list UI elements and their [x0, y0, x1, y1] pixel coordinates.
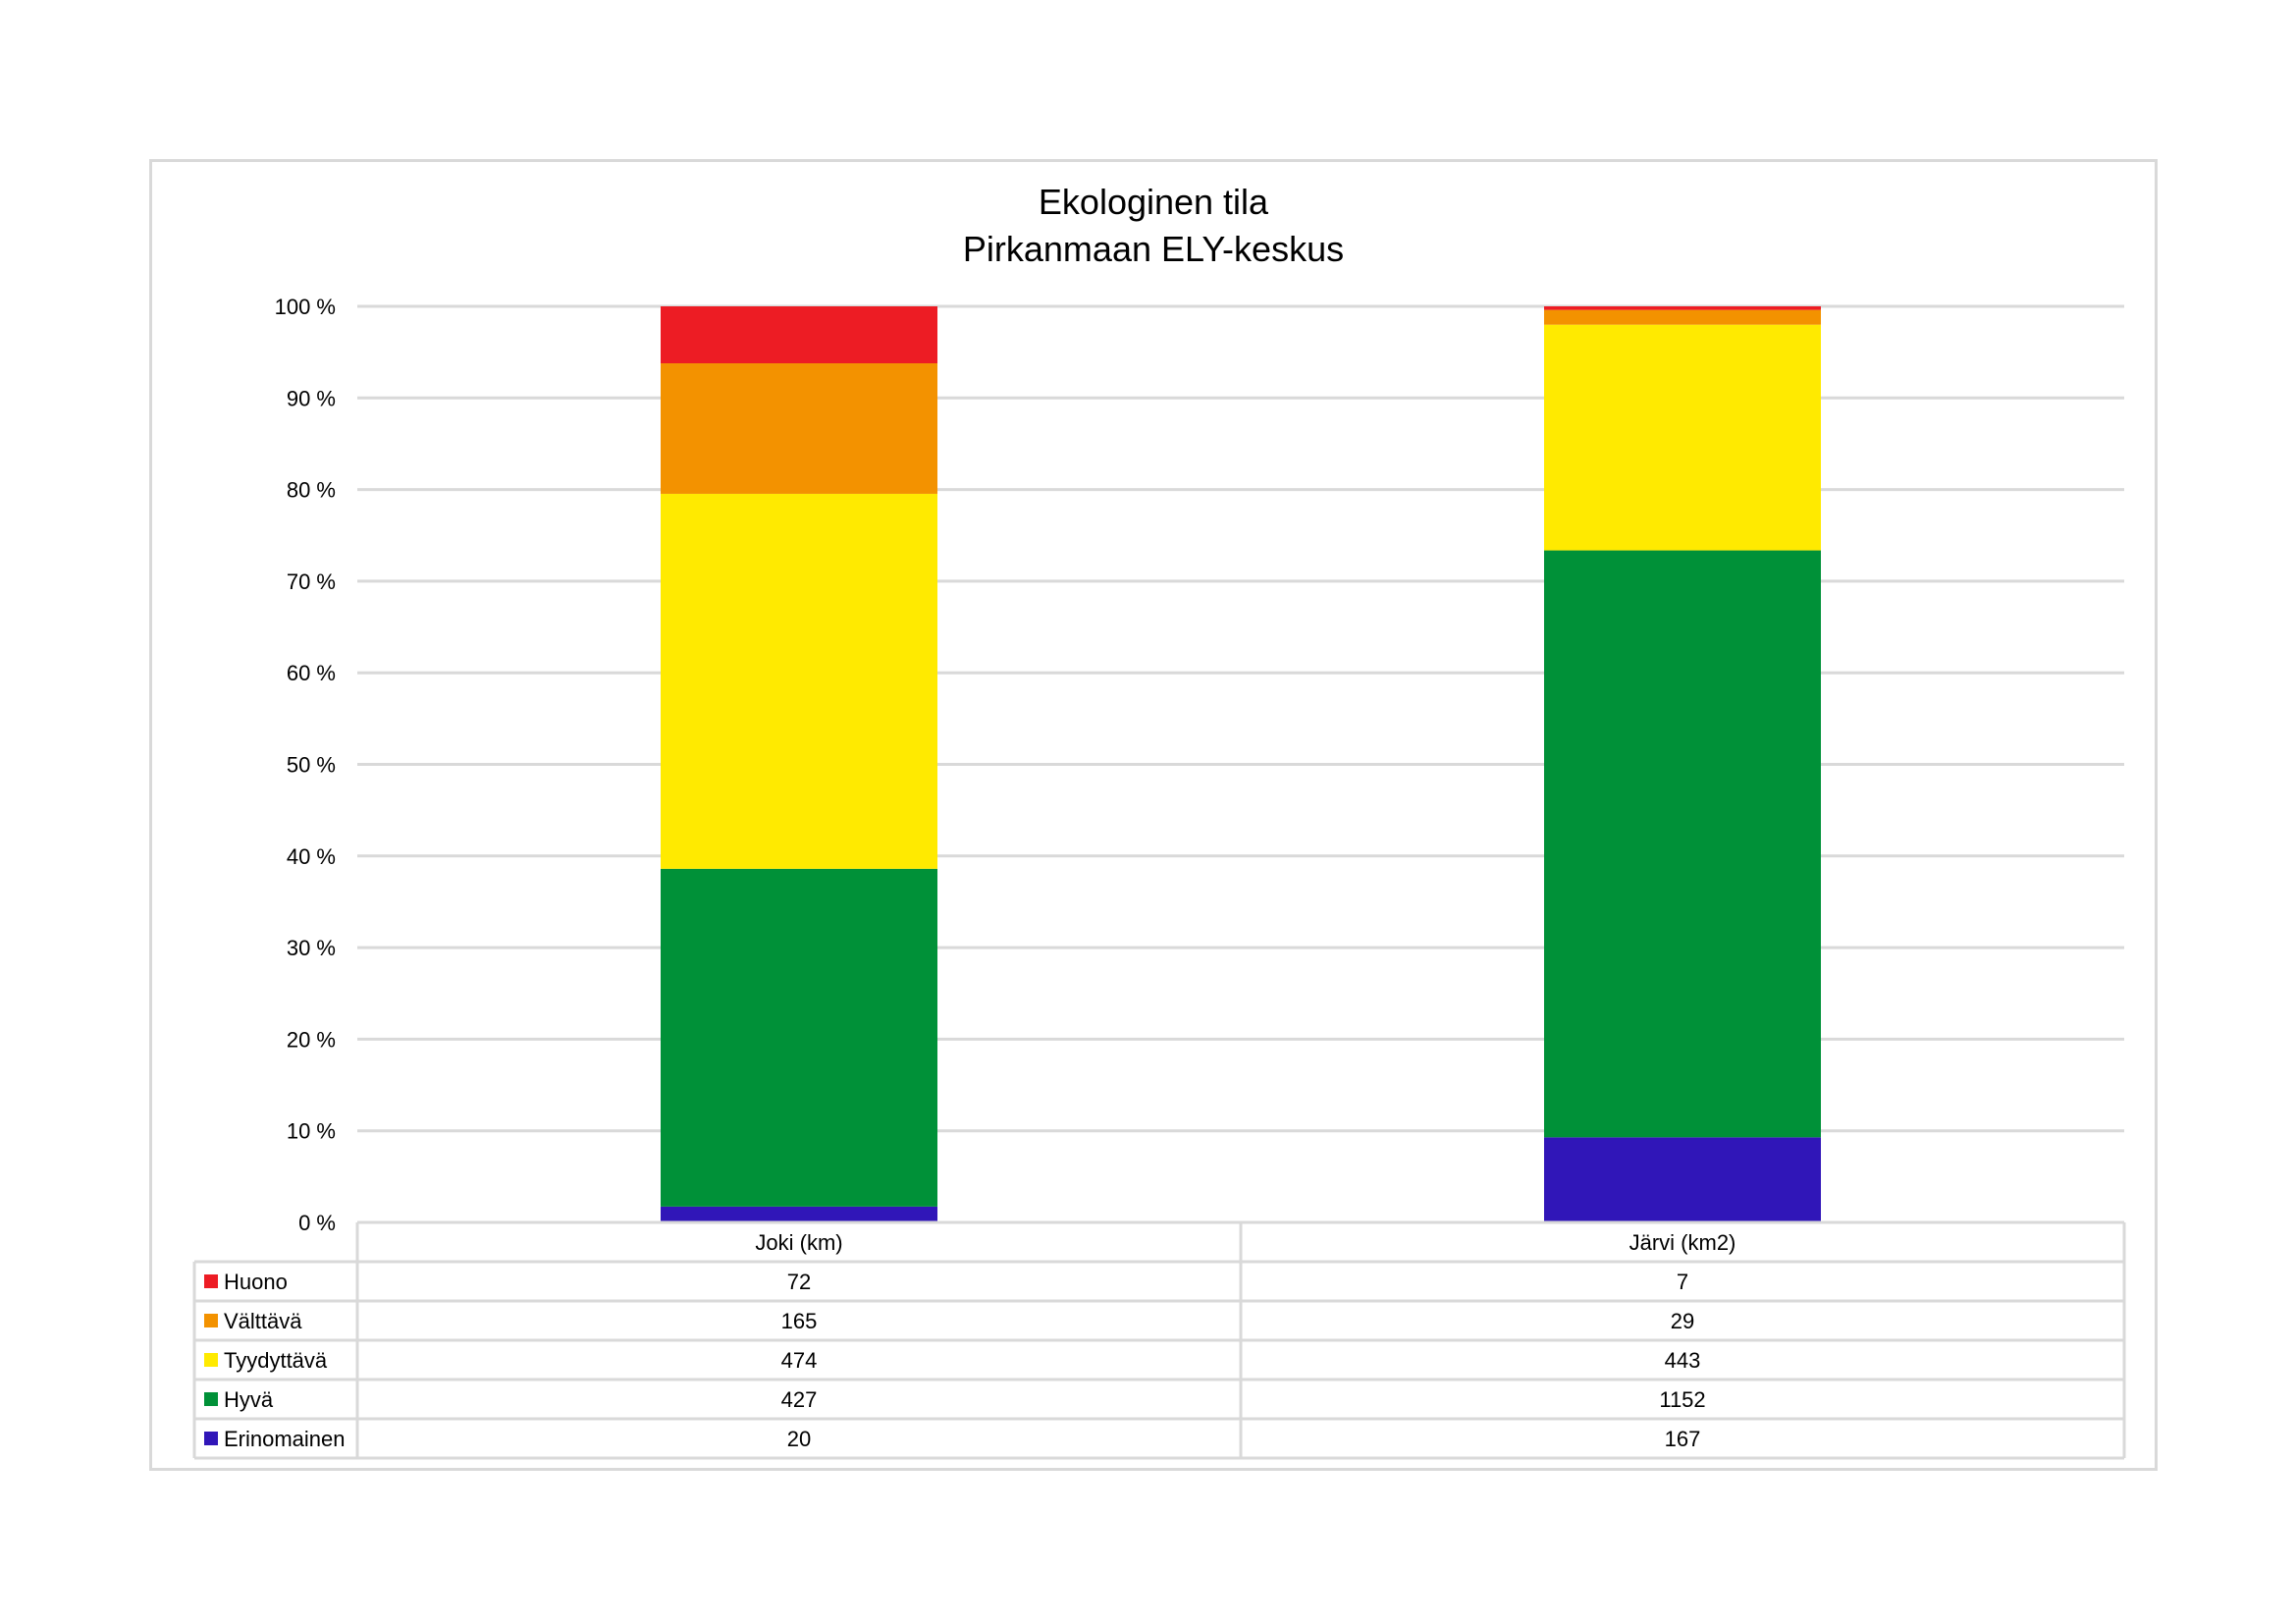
table-cell-value: 7	[1677, 1270, 1688, 1294]
legend-label: Välttävä	[224, 1309, 302, 1333]
y-tick-label: 80 %	[287, 478, 336, 503]
legend-swatch	[204, 1432, 218, 1445]
table-cell-value: 72	[787, 1270, 811, 1294]
legend-label: Hyvä	[224, 1387, 274, 1412]
y-tick-label: 30 %	[287, 936, 336, 960]
chart-title-line-2: Pirkanmaan ELY-keskus	[962, 229, 1345, 269]
bar-segment-välttävä	[661, 363, 937, 494]
x-category-label: Joki (km)	[755, 1230, 842, 1255]
y-tick-label: 20 %	[287, 1027, 336, 1052]
bar-segment-erinomainen	[1544, 1137, 1821, 1222]
bar-segment-hyvä	[1544, 550, 1821, 1138]
y-tick-label: 60 %	[287, 661, 336, 685]
table-cell-value: 427	[781, 1387, 818, 1412]
y-tick-label: 40 %	[287, 844, 336, 869]
table-cell-value: 29	[1671, 1309, 1694, 1333]
y-tick-label: 100 %	[275, 295, 336, 319]
table-cell-value: 474	[781, 1348, 818, 1373]
y-tick-label: 50 %	[287, 753, 336, 778]
legend-swatch	[204, 1314, 218, 1327]
chart-title-line-1: Ekologinen tila	[1038, 182, 1269, 222]
legend-label: Huono	[224, 1270, 288, 1294]
bar-segment-tyydyttävä	[661, 493, 937, 869]
bar-segment-huono	[1544, 306, 1821, 310]
legend-label: Erinomainen	[224, 1427, 346, 1451]
y-tick-label: 70 %	[287, 569, 336, 594]
legend-label: Tyydyttävä	[224, 1348, 328, 1373]
chart-title: Ekologinen tila Pirkanmaan ELY-keskus	[149, 179, 2158, 273]
table-cell-value: 165	[781, 1309, 818, 1333]
legend-swatch	[204, 1274, 218, 1288]
bar-segment-välttävä	[1544, 309, 1821, 325]
table-cell-value: 1152	[1659, 1387, 1705, 1412]
bar-segment-huono	[661, 306, 937, 364]
table-cell-value: 167	[1665, 1427, 1701, 1451]
y-tick-label: 0 %	[298, 1211, 336, 1235]
legend-swatch	[204, 1353, 218, 1367]
bar-segment-erinomainen	[661, 1206, 937, 1222]
table-cell-value: 20	[787, 1427, 811, 1451]
y-tick-label: 90 %	[287, 386, 336, 410]
bar-segment-tyydyttävä	[1544, 324, 1821, 551]
chart-frame	[149, 159, 2158, 1471]
table-cell-value: 443	[1665, 1348, 1701, 1373]
y-tick-label: 10 %	[287, 1119, 336, 1144]
bar-segment-hyvä	[661, 868, 937, 1207]
x-category-label: Järvi (km2)	[1629, 1230, 1736, 1255]
legend-swatch	[204, 1392, 218, 1406]
